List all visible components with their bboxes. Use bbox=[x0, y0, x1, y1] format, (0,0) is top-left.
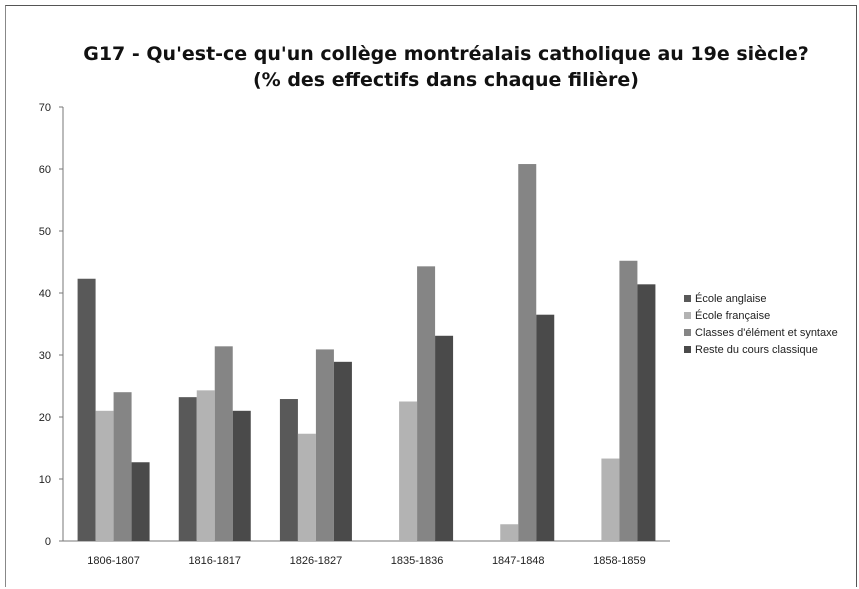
legend: École anglaise École française Classes d'é… bbox=[684, 292, 838, 356]
bars-group bbox=[77, 164, 656, 542]
legend-label: École anglaise bbox=[695, 292, 767, 305]
bar-1-1816-1817 bbox=[178, 397, 197, 541]
legend-label: École française bbox=[695, 309, 770, 322]
x-tick-label: 1826-1827 bbox=[290, 555, 343, 567]
x-axis-ticks: 1806-1807 1816-1817 1826-1827 1835-1836 1847… bbox=[87, 555, 645, 567]
bar-2-1806-1807 bbox=[95, 410, 114, 541]
legend-swatch bbox=[684, 329, 691, 336]
x-tick-label: 1858-1859 bbox=[593, 555, 646, 567]
legend-swatch bbox=[684, 346, 691, 353]
bar-4-1835-1836 bbox=[435, 335, 454, 541]
bar-2-1826-1827 bbox=[297, 433, 316, 541]
legend-label: Reste du cours classique bbox=[695, 344, 818, 356]
y-tick-label: 60 bbox=[39, 164, 51, 176]
y-tick-label: 10 bbox=[39, 474, 51, 486]
y-tick-label: 40 bbox=[39, 288, 51, 300]
y-tick-label: 20 bbox=[39, 412, 51, 424]
bar-3-1806-1807 bbox=[113, 392, 132, 541]
bar-2-1816-1817 bbox=[196, 390, 215, 541]
x-tick-label: 1835-1836 bbox=[391, 555, 444, 567]
bar-4-1826-1827 bbox=[333, 361, 352, 541]
bar-2-1847-1848 bbox=[500, 524, 519, 541]
y-tick-label: 0 bbox=[45, 536, 51, 548]
y-tick-label: 50 bbox=[39, 226, 51, 238]
bar-3-1847-1848 bbox=[518, 164, 537, 542]
bar-4-1847-1848 bbox=[536, 314, 555, 541]
bar-2-1858-1859 bbox=[601, 458, 620, 541]
chart-title: G17 - Qu'est-ce qu'un collège montréalai… bbox=[83, 43, 809, 65]
legend-swatch bbox=[684, 312, 691, 319]
y-tick-label: 70 bbox=[39, 102, 51, 114]
bar-2-1835-1836 bbox=[399, 401, 418, 541]
y-tick-label: 30 bbox=[39, 350, 51, 362]
chart-frame bbox=[5, 5, 857, 587]
x-tick-label: 1816-1817 bbox=[188, 555, 241, 567]
bar-4-1858-1859 bbox=[637, 284, 656, 541]
chart-subtitle: (% des effectifs dans chaque filière) bbox=[253, 69, 639, 91]
y-axis-ticks: 0 10 20 30 40 50 60 70 bbox=[39, 102, 63, 548]
bar-3-1816-1817 bbox=[214, 346, 233, 541]
bar-3-1826-1827 bbox=[315, 349, 334, 541]
bar-3-1835-1836 bbox=[417, 266, 436, 541]
legend-swatch bbox=[684, 295, 691, 302]
bar-4-1816-1817 bbox=[232, 410, 251, 541]
bar-1-1826-1827 bbox=[279, 399, 298, 541]
x-tick-label: 1806-1807 bbox=[87, 555, 140, 567]
bar-4-1806-1807 bbox=[131, 462, 150, 541]
bar-1-1806-1807 bbox=[77, 278, 96, 541]
bar-3-1858-1859 bbox=[619, 260, 638, 541]
x-tick-label: 1847-1848 bbox=[492, 555, 545, 567]
legend-label: Classes d'élément et syntaxe bbox=[695, 327, 838, 339]
